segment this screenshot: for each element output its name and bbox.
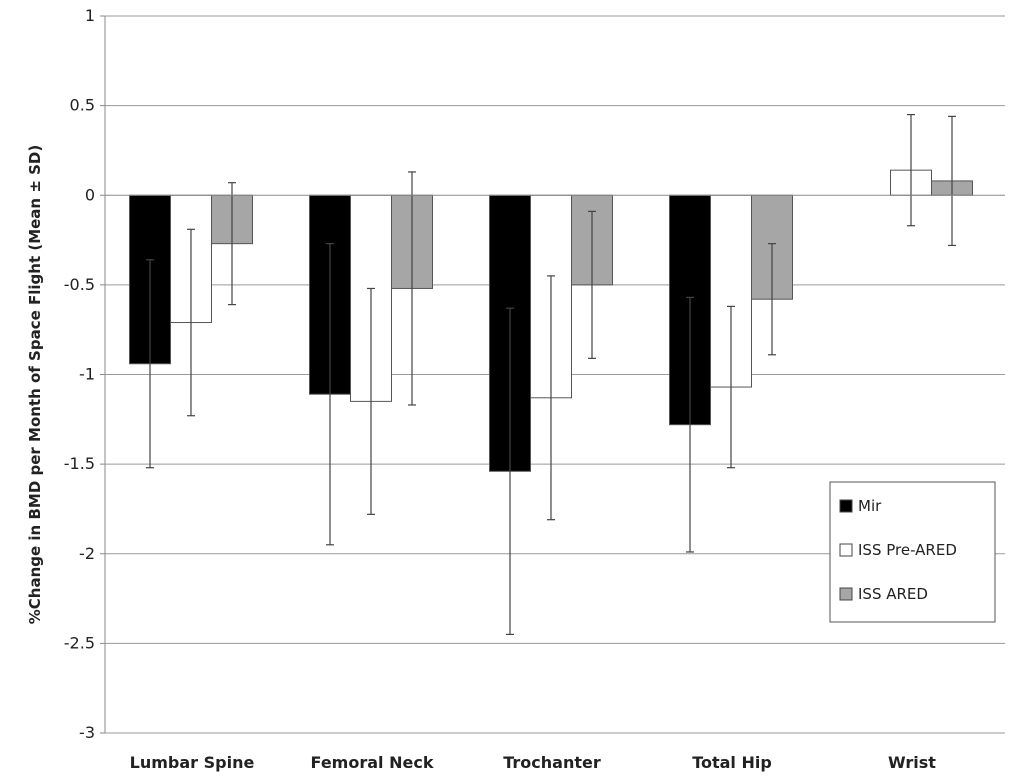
error-bars	[146, 113, 956, 636]
legend-box	[829, 481, 996, 623]
x-category-label: Wrist	[888, 753, 936, 772]
legend: Mir ISS Pre-ARED ISS ARED	[829, 481, 996, 623]
x-category-label: Femoral Neck	[311, 753, 434, 772]
x-category-label: Total Hip	[692, 753, 772, 772]
y-tick-label: -0.5	[64, 275, 95, 294]
legend-label: Mir	[858, 497, 882, 515]
y-tick-label: -2.5	[64, 633, 95, 652]
y-tick-label: 0.5	[70, 96, 95, 115]
legend-swatch	[839, 543, 853, 557]
x-category-label: Trochanter	[503, 753, 601, 772]
x-category-label: Lumbar Spine	[130, 753, 255, 772]
y-tick-label: -1.5	[64, 454, 95, 473]
legend-swatch	[839, 587, 853, 601]
y-tick-labels: 1 0.5 0 -0.5 -1 -1.5 -2 -2.5 -3	[64, 6, 105, 742]
legend-label: ISS ARED	[858, 585, 928, 603]
y-tick-label: 1	[85, 6, 95, 25]
legend-label: ISS Pre-ARED	[858, 541, 957, 559]
y-tick-label: -3	[79, 723, 95, 742]
legend-items: Mir ISS Pre-ARED ISS ARED	[839, 497, 957, 603]
y-tick-label: -2	[79, 544, 95, 563]
legend-swatch	[839, 499, 853, 513]
y-tick-label: 0	[85, 185, 95, 204]
y-axis-title: %Change in BMD per Month of Space Flight…	[26, 145, 44, 624]
y-tick-label: -1	[79, 365, 95, 384]
x-category-labels: Lumbar Spine Femoral Neck Trochanter Total …	[130, 753, 937, 772]
